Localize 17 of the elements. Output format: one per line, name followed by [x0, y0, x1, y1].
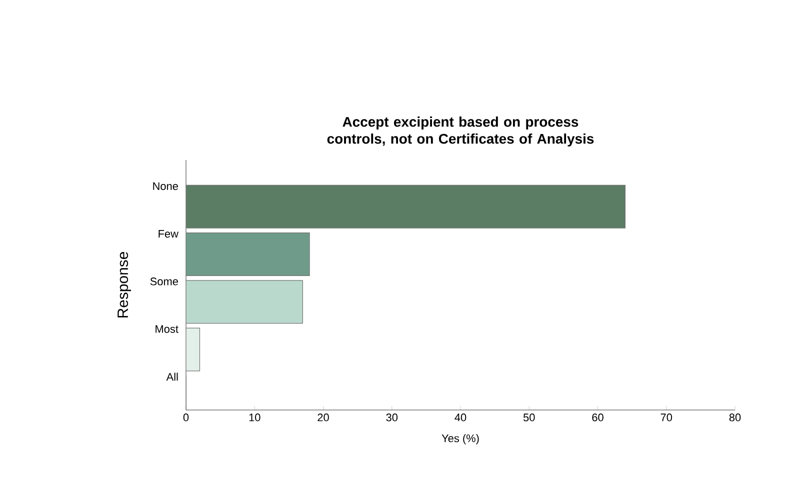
y-tick-label: Few: [158, 230, 179, 238]
x-tick-label: 40: [454, 414, 466, 422]
x-tick-label: 20: [318, 414, 329, 422]
x-axis-title: Yes (%): [442, 434, 479, 444]
y-tick-label: Most: [156, 325, 178, 333]
x-tick-label: 50: [523, 414, 535, 422]
y-axis-title: Response: [118, 252, 132, 318]
x-tick-label: 0: [183, 414, 189, 422]
chart-title: Accept excipient based on process controls, not on Certificates of Analysis: [327, 116, 594, 146]
x-tick-label: 70: [660, 414, 672, 422]
x-tick-label: 80: [729, 414, 741, 422]
y-tick-label: Some: [150, 278, 178, 286]
x-tick-label: 10: [249, 414, 260, 422]
x-tick-label: 30: [386, 414, 398, 422]
x-tick-label: 60: [592, 414, 604, 422]
y-tick-label: None: [153, 182, 178, 190]
y-tick-label: All: [166, 372, 178, 381]
